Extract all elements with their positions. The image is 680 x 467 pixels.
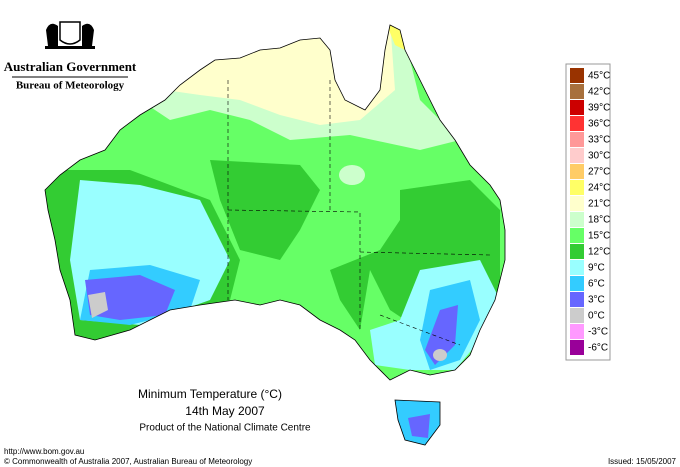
map-date: 14th May 2007 — [185, 404, 265, 418]
legend-swatch — [570, 132, 584, 147]
legend-swatch — [570, 244, 584, 259]
legend-swatch — [570, 84, 584, 99]
legend-swatch — [570, 212, 584, 227]
legend-label: 45°C — [588, 71, 610, 82]
legend-label: -6°C — [588, 343, 608, 354]
legend-label: 33°C — [588, 135, 610, 146]
url: http://www.bom.gov.au — [4, 447, 84, 456]
legend-swatch — [570, 308, 584, 323]
legend-label: 36°C — [588, 119, 610, 130]
legend-swatch — [570, 100, 584, 115]
legend-swatch — [570, 324, 584, 339]
bureau: Bureau of Meteorology — [16, 80, 125, 92]
legend-label: 42°C — [588, 87, 610, 98]
legend-label: 3°C — [588, 295, 605, 306]
government: Australian Government — [4, 59, 137, 74]
legend-label: 12°C — [588, 247, 610, 258]
legend-label: -3°C — [588, 327, 608, 338]
legend-label: 30°C — [588, 151, 610, 162]
legend-label: 24°C — [588, 183, 610, 194]
legend-label: 27°C — [588, 167, 610, 178]
legend-label: 18°C — [588, 215, 610, 226]
tasmania-cold — [408, 414, 430, 438]
legend: 45°C 42°C 39°C 36°C 33°C 30°C 27°C 24°C 21°C 18°C… — [565, 63, 611, 361]
legend-swatch — [570, 196, 584, 211]
legend-swatch — [570, 68, 584, 83]
legend-label: 15°C — [588, 231, 610, 242]
legend-label: 9°C — [588, 263, 605, 274]
legend-swatch — [570, 116, 584, 131]
logo — [45, 21, 95, 49]
state-borders — [227, 80, 491, 346]
legend-label: 21°C — [588, 199, 610, 210]
map-product: Product of the National Climate Centre — [139, 423, 311, 434]
legend-label: 39°C — [588, 103, 610, 114]
map-title: Minimum Temperature (°C) — [138, 387, 282, 401]
legend-label: 0°C — [588, 311, 605, 322]
legend-label: 6°C — [588, 279, 605, 290]
legend-swatch — [570, 148, 584, 163]
copyright: © Commonwealth of Australia 2007, Austra… — [4, 457, 252, 466]
legend-swatch — [570, 228, 584, 243]
legend-swatch — [570, 340, 584, 355]
legend-swatch — [570, 180, 584, 195]
coastline — [44, 24, 506, 381]
issued: Issued: 15/05/2007 — [608, 457, 677, 466]
legend-swatch — [570, 292, 584, 307]
legend-swatch — [570, 164, 584, 179]
temperature-map — [45, 25, 505, 380]
legend-swatch — [570, 276, 584, 291]
legend-swatch — [570, 260, 584, 275]
